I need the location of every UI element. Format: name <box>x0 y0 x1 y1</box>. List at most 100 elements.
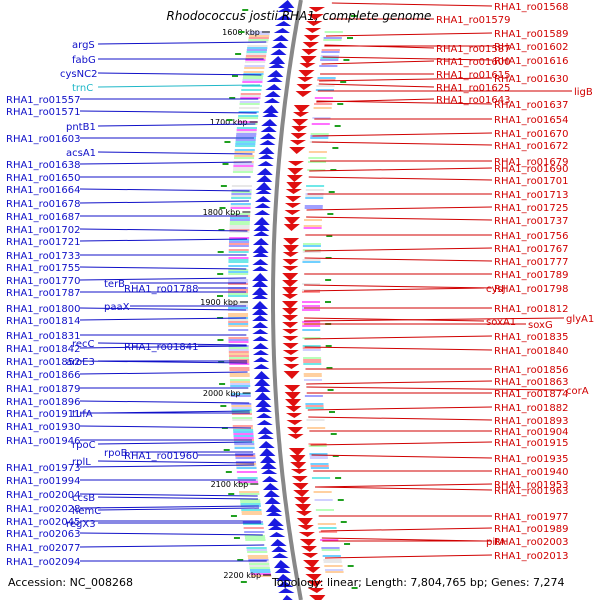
gene-label-rha1-ro01603[interactable]: RHA1_ro01603 <box>6 134 81 145</box>
gene-label-rha1-ro01600[interactable]: RHA1_ro01600 <box>436 57 511 68</box>
gene-label-rha1-ro01863[interactable]: RHA1_ro01863 <box>494 377 569 388</box>
gene-label-rha1-ro02028[interactable]: RHA1_ro02028 <box>6 504 81 515</box>
gene-label-rha1-ro01856[interactable]: RHA1_ro01856 <box>494 365 569 376</box>
gene-label-rha1-ro01953[interactable]: RHA1_ro01953 <box>494 480 569 491</box>
gene-label-rha1-ro01630[interactable]: RHA1_ro01630 <box>494 74 569 85</box>
gene-label-rha1-ro02045[interactable]: RHA1_ro02045 <box>6 517 81 528</box>
gene-label-rha1-ro01994[interactable]: RHA1_ro01994 <box>6 476 81 487</box>
gene-label-pita[interactable]: pitA <box>486 537 506 548</box>
gene-label-rha1-ro01589[interactable]: RHA1_ro01589 <box>494 29 569 40</box>
gene-label-rha1-ro01616[interactable]: RHA1_ro01616 <box>494 56 569 67</box>
gene-label-rha1-ro01777[interactable]: RHA1_ro01777 <box>494 257 569 268</box>
gene-label-rha1-ro01789[interactable]: RHA1_ro01789 <box>494 270 569 281</box>
gene-label-paax[interactable]: paaX <box>104 302 130 313</box>
gene-label-rpll[interactable]: rplL <box>72 457 91 468</box>
gene-label-rha1-ro01840[interactable]: RHA1_ro01840 <box>494 346 569 357</box>
gene-label-soxg[interactable]: soxG <box>528 320 553 331</box>
gene-label-rha1-ro01650[interactable]: RHA1_ro01650 <box>6 173 81 184</box>
gene-label-rha1-ro01672[interactable]: RHA1_ro01672 <box>494 141 569 152</box>
gene-label-rha1-ro01940[interactable]: RHA1_ro01940 <box>494 467 569 478</box>
gene-label-rha1-ro01679[interactable]: RHA1_ro01679 <box>494 157 569 168</box>
gene-label-rha1-ro01571[interactable]: RHA1_ro01571 <box>6 107 81 118</box>
gene-label-rha1-ro02004[interactable]: RHA1_ro02004 <box>6 490 81 501</box>
gene-label-rha1-ro01721[interactable]: RHA1_ro01721 <box>6 237 81 248</box>
gene-label-terb[interactable]: terB <box>104 279 125 290</box>
gene-label-rha1-ro01800[interactable]: RHA1_ro01800 <box>6 304 81 315</box>
gene-label-rha1-ro01756[interactable]: RHA1_ro01756 <box>494 231 569 242</box>
gene-label-rha1-ro01733[interactable]: RHA1_ro01733 <box>6 251 81 262</box>
gene-label-rha1-ro01882[interactable]: RHA1_ro01882 <box>494 403 569 414</box>
gene-label-hemc[interactable]: hemC <box>72 506 101 517</box>
gene-label-rha1-ro01831[interactable]: RHA1_ro01831 <box>6 331 81 342</box>
gene-label-rha1-ro01812[interactable]: RHA1_ro01812 <box>494 304 569 315</box>
gene-label-rha1-ro02063[interactable]: RHA1_ro02063 <box>6 529 81 540</box>
gene-label-rha1-ro01643[interactable]: RHA1_ro01643 <box>436 95 511 106</box>
gene-label-rha1-ro01625[interactable]: RHA1_ro01625 <box>436 83 511 94</box>
gene-label-cysj[interactable]: cysJ <box>486 284 506 295</box>
gene-label-rha1-ro01911[interactable]: RHA1_ro01911 <box>6 409 81 420</box>
gene-label-rha1-ro01664[interactable]: RHA1_ro01664 <box>6 185 81 196</box>
gene-label-rha1-ro01852[interactable]: RHA1_ro01852 <box>6 357 81 368</box>
gene-label-rha1-ro01579[interactable]: RHA1_ro01579 <box>436 15 511 26</box>
gene-label-rha1-ro01788[interactable]: RHA1_ro01788 <box>124 284 199 295</box>
gene-label-rha1-ro01687[interactable]: RHA1_ro01687 <box>6 212 81 223</box>
gene-label-fabg[interactable]: fabG <box>72 55 96 66</box>
gene-label-glya1[interactable]: glyA1 <box>566 314 594 325</box>
gene-label-rpob[interactable]: rpoB <box>104 448 128 459</box>
gene-label-rha1-ro01587[interactable]: RHA1_ro01587 <box>436 44 511 55</box>
gene-label-rha1-ro01989[interactable]: RHA1_ro01989 <box>494 524 569 535</box>
gene-label-rha1-ro01879[interactable]: RHA1_ro01879 <box>6 384 81 395</box>
gene-label-rha1-ro01701[interactable]: RHA1_ro01701 <box>494 176 569 187</box>
gene-label-rha1-ro01690[interactable]: RHA1_ro01690 <box>494 164 569 175</box>
gene-label-rpoc[interactable]: rpoC <box>72 440 96 451</box>
gene-label-cysnc2[interactable]: cysNC2 <box>60 69 97 80</box>
gene-label-rha1-ro01915[interactable]: RHA1_ro01915 <box>494 438 569 449</box>
gene-label-rha1-ro01904[interactable]: RHA1_ro01904 <box>494 427 569 438</box>
gene-label-rha1-ro01670[interactable]: RHA1_ro01670 <box>494 129 569 140</box>
gene-label-rha1-ro01713[interactable]: RHA1_ro01713 <box>494 190 569 201</box>
gene-label-rha1-ro01835[interactable]: RHA1_ro01835 <box>494 332 569 343</box>
gene-label-rha1-ro01654[interactable]: RHA1_ro01654 <box>494 115 569 126</box>
gene-label-rha1-ro01963[interactable]: RHA1_ro01963 <box>494 486 569 497</box>
gene-label-rha1-ro01930[interactable]: RHA1_ro01930 <box>6 422 81 433</box>
gene-label-rha1-ro01935[interactable]: RHA1_ro01935 <box>494 454 569 465</box>
gene-label-rha1-ro01787[interactable]: RHA1_ro01787 <box>6 288 81 299</box>
gene-label-rha1-ro01737[interactable]: RHA1_ro01737 <box>494 216 569 227</box>
gene-label-tufa[interactable]: tufA <box>72 409 93 420</box>
gene-label-rha1-ro01602[interactable]: RHA1_ro01602 <box>494 42 569 53</box>
gene-label-rha1-ro02094[interactable]: RHA1_ro02094 <box>6 557 81 568</box>
gene-label-rha1-ro01946[interactable]: RHA1_ro01946 <box>6 436 81 447</box>
gene-label-rha1-ro01896[interactable]: RHA1_ro01896 <box>6 397 81 408</box>
gene-label-rha1-ro01842[interactable]: RHA1_ro01842 <box>6 344 81 355</box>
gene-label-cora[interactable]: corA <box>566 386 589 397</box>
gene-label-acsa1[interactable]: acsA1 <box>66 148 96 159</box>
gene-label-rha1-ro01767[interactable]: RHA1_ro01767 <box>494 244 569 255</box>
gene-label-rha1-ro01798[interactable]: RHA1_ro01798 <box>494 284 569 295</box>
gene-label-rha1-ro01637[interactable]: RHA1_ro01637 <box>494 100 569 111</box>
gene-label-rha1-ro01702[interactable]: RHA1_ro01702 <box>6 225 81 236</box>
gene-label-rha1-ro01678[interactable]: RHA1_ro01678 <box>6 199 81 210</box>
gene-label-pntb1[interactable]: pntB1 <box>66 122 96 133</box>
gene-label-rha1-ro02013[interactable]: RHA1_ro02013 <box>494 551 569 562</box>
gene-label-rha1-ro02077[interactable]: RHA1_ro02077 <box>6 543 81 554</box>
gene-label-aroe3[interactable]: aroE3 <box>66 357 95 368</box>
gene-label-args[interactable]: argS <box>72 40 95 51</box>
gene-label-ccsb[interactable]: ccsB <box>72 493 95 504</box>
gene-label-rha1-ro01960[interactable]: RHA1_ro01960 <box>124 451 199 462</box>
gene-label-soxa1[interactable]: soxA1 <box>486 317 516 328</box>
gene-label-rha1-ro01568[interactable]: RHA1_ro01568 <box>494 2 569 13</box>
gene-label-regx3[interactable]: regX3 <box>66 519 96 530</box>
gene-label-rha1-ro01893[interactable]: RHA1_ro01893 <box>494 416 569 427</box>
gene-label-rha1-ro02003[interactable]: RHA1_ro02003 <box>494 537 569 548</box>
gene-label-rha1-ro01615[interactable]: RHA1_ro01615 <box>436 70 511 81</box>
gene-label-rha1-ro01755[interactable]: RHA1_ro01755 <box>6 263 81 274</box>
gene-label-rha1-ro01866[interactable]: RHA1_ro01866 <box>6 370 81 381</box>
gene-label-trnc[interactable]: trnC <box>72 83 93 94</box>
gene-label-rha1-ro01557[interactable]: RHA1_ro01557 <box>6 95 81 106</box>
gene-label-rha1-ro01814[interactable]: RHA1_ro01814 <box>6 316 81 327</box>
gene-label-rha1-ro01977[interactable]: RHA1_ro01977 <box>494 512 569 523</box>
gene-label-rha1-ro01725[interactable]: RHA1_ro01725 <box>494 203 569 214</box>
gene-label-rha1-ro01874[interactable]: RHA1_ro01874 <box>494 389 569 400</box>
gene-label-rha1-ro01841[interactable]: RHA1_ro01841 <box>124 342 199 353</box>
gene-label-rha1-ro01638[interactable]: RHA1_ro01638 <box>6 160 81 171</box>
